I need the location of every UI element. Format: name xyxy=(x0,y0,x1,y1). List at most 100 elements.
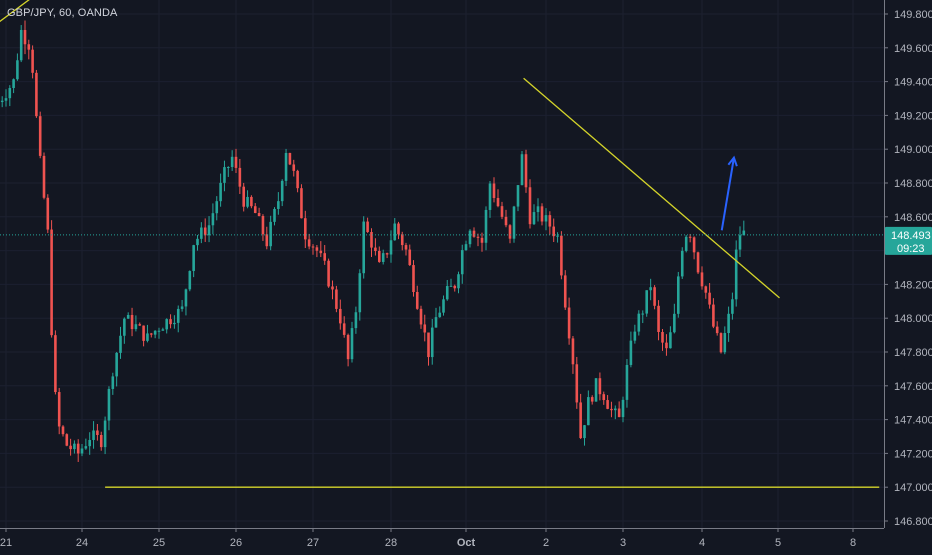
candle-body xyxy=(680,250,684,277)
candle-body xyxy=(500,206,504,217)
candle-body xyxy=(397,223,400,235)
y-tick-label: 146.800 xyxy=(894,516,932,528)
candle-body xyxy=(464,244,468,251)
candle-body xyxy=(692,237,696,253)
candle-body xyxy=(150,333,153,335)
candle-body xyxy=(430,327,434,358)
candle-body xyxy=(61,426,65,435)
candle-body xyxy=(684,236,688,251)
candle-body xyxy=(700,272,704,287)
candle-body xyxy=(180,306,184,309)
candle-body xyxy=(119,335,122,353)
candle-body xyxy=(742,230,746,236)
candle-body xyxy=(203,227,207,236)
candle-body xyxy=(400,234,404,246)
candle-body xyxy=(419,308,423,325)
arrow-annotation[interactable] xyxy=(720,157,735,231)
candle-body xyxy=(727,313,730,334)
y-tick-label: 147.000 xyxy=(894,482,932,494)
candle-body xyxy=(583,425,586,439)
candle-body xyxy=(146,333,149,341)
candle-body xyxy=(614,408,617,411)
candle-body xyxy=(134,324,138,330)
candle-body xyxy=(4,98,8,101)
candle-body xyxy=(362,221,365,274)
candle-body xyxy=(579,402,582,439)
candle-body xyxy=(480,237,484,243)
candle-body xyxy=(69,445,72,450)
candle-body xyxy=(358,273,362,313)
price-axis-panel[interactable] xyxy=(884,0,932,550)
candle-body xyxy=(307,239,311,247)
candle-body xyxy=(173,322,176,325)
x-tick-label: 26 xyxy=(230,537,242,549)
candle-body xyxy=(731,299,734,314)
candle-body xyxy=(339,308,342,324)
descending-resistance[interactable] xyxy=(523,77,780,299)
x-tick-label: 27 xyxy=(307,537,319,549)
candle-body xyxy=(96,430,99,435)
candle-body xyxy=(350,328,354,360)
candle-body xyxy=(123,318,126,336)
x-tick-label: 4 xyxy=(699,537,705,549)
candle-body xyxy=(23,29,27,45)
candle-body xyxy=(319,250,323,254)
candle-body xyxy=(560,235,563,276)
candle-body xyxy=(103,420,107,448)
candle-body xyxy=(16,60,19,80)
candle-body xyxy=(673,313,676,333)
x-tick-label: 2 xyxy=(543,537,549,549)
y-tick-label: 149.000 xyxy=(894,144,932,156)
candle-body xyxy=(215,201,219,214)
candle-body xyxy=(712,304,715,327)
candle-body xyxy=(575,364,579,403)
candle-body xyxy=(257,212,261,217)
candle-body xyxy=(457,274,460,289)
candle-body xyxy=(381,253,385,262)
candle-body xyxy=(633,331,637,341)
candle-body xyxy=(296,170,299,189)
candle-body xyxy=(277,201,280,209)
candle-body xyxy=(563,275,567,308)
candle-body xyxy=(211,213,215,226)
candle-body xyxy=(219,182,222,202)
y-tick-label: 149.400 xyxy=(894,77,932,89)
candle-body xyxy=(176,308,180,323)
candle-body xyxy=(460,250,464,275)
x-tick-label: Oct xyxy=(457,537,476,549)
candle-body xyxy=(73,443,76,450)
x-tick-label: 3 xyxy=(620,537,626,549)
current-price-value: 148.493 xyxy=(891,230,931,242)
top-left-line[interactable] xyxy=(0,0,55,23)
candle-body xyxy=(115,352,118,377)
candle-body xyxy=(532,212,536,225)
candle-body xyxy=(57,392,61,427)
candle-body xyxy=(27,44,31,50)
chart-title: GBP/JPY, 60, OANDA xyxy=(7,7,118,19)
candle-body xyxy=(708,292,711,305)
candle-body xyxy=(508,225,512,239)
candle-body xyxy=(404,245,408,250)
candle-body xyxy=(54,335,57,393)
candle-body xyxy=(645,290,648,314)
x-tick-label: 8 xyxy=(850,537,856,549)
candle-body xyxy=(157,330,161,332)
candle-body xyxy=(378,250,381,262)
candle-body xyxy=(602,394,606,401)
candle-body xyxy=(719,333,723,353)
x-tick-label: 21 xyxy=(0,537,12,549)
candle-body xyxy=(88,439,91,447)
candle-body xyxy=(488,183,492,210)
candle-body xyxy=(524,154,528,188)
candle-body xyxy=(621,399,625,418)
candle-body xyxy=(412,265,415,293)
candle-body xyxy=(265,234,269,247)
candle-body xyxy=(434,317,438,328)
candle-body xyxy=(637,313,641,332)
candle-body xyxy=(423,324,427,333)
candle-body xyxy=(661,332,664,343)
candle-body xyxy=(38,116,42,156)
